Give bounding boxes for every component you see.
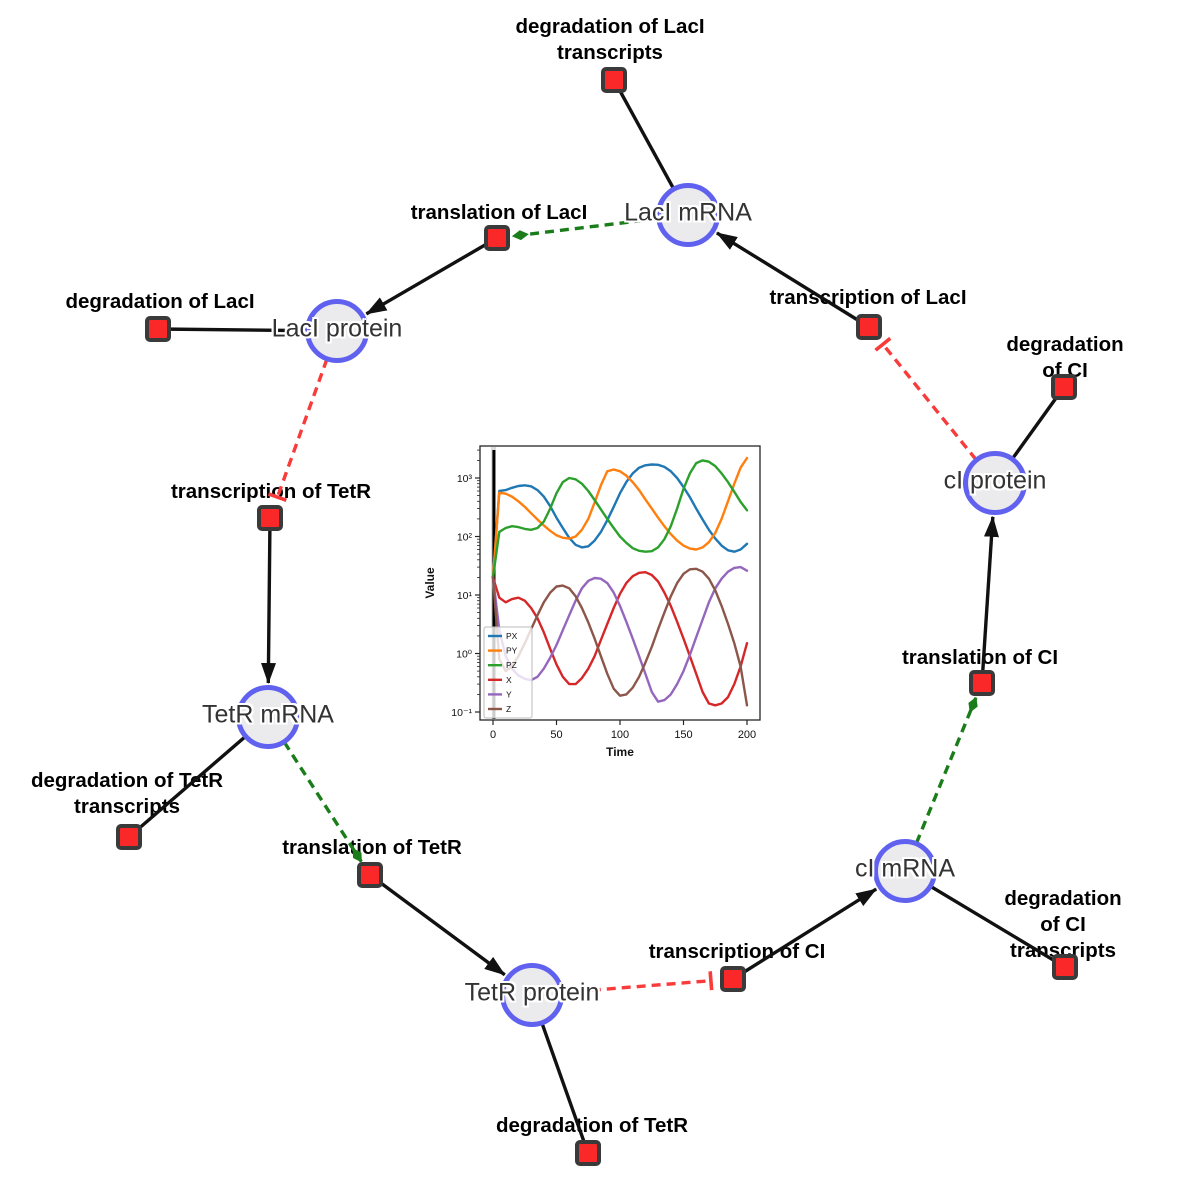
species-label-tetr-mrna: TetR mRNA [202,700,334,729]
reaction-label-degradation-of-laci-transcripts: degradation of LacI transcripts [515,15,705,64]
edge-laci_mrna-to-transl_laci-modifier [511,216,659,241]
species-node-laci-protein[interactable] [305,299,369,363]
x-axis-title: Time [606,745,634,759]
reaction-node-translation-of-tetr[interactable] [357,862,383,888]
x-tick-label: 100 [611,729,629,741]
edge-tetr_prot-to-transc_ci-inhibition [561,971,714,995]
reaction-label-translation-of-ci: translation of CI [901,646,1059,669]
reaction-node-transcription-of-tetr[interactable] [257,505,283,531]
reaction-label-transcription-of-ci: transcription of CI [648,940,826,963]
series-line-y [491,565,749,703]
legend-entry-px: PX [506,631,518,641]
reaction-node-transcription-of-laci[interactable] [856,314,882,340]
edge-ci_mrna-to-transl_ci-modifier [914,696,978,844]
y-tick-label: 10⁻¹ [451,707,472,719]
y-tick-label: 10¹ [457,590,473,602]
edge-transl_tetr-to-tetr_prot-production [368,873,506,977]
edge-transc_tetr-to-tetr_mrna-production [261,517,277,684]
edge-transc_laci-to-laci_mrna-production [716,231,870,329]
chart-legend: PX PY PZ XYZ [483,626,533,719]
x-tick-label: 0 [490,729,496,741]
reaction-label-degradation-of-tetr: degradation of TetR [495,1114,689,1137]
reaction-node-degradation-of-ci-transcripts[interactable] [1052,954,1078,980]
inset-plot: 0 50 100 150 200 10⁻¹ 10⁰ 10¹ 10² 10³ Time Value PX P… [420,428,780,773]
reaction-node-degradation-of-ci[interactable] [1051,374,1077,400]
inset-plot-svg: 0 50 100 150 20010⁻¹10⁰10¹10²10³TimeValuePXP… [423,445,761,759]
edge-ci_prot-to-transc_laci-inhibition [874,336,978,461]
edge-tetr_mrna-to-transl_tetr-modifier [282,741,363,863]
reaction-node-transcription-of-ci[interactable] [720,966,746,992]
y-tick-label: 10² [457,532,473,544]
reaction-label-transcription-of-tetr: transcription of TetR [170,480,372,503]
legend-entry-x: X [506,675,512,685]
species-node-tetr-mrna[interactable] [236,685,300,749]
series-line-py [491,456,749,579]
reaction-label-translation-of-laci: translation of LacI [410,201,588,224]
legend-entry-pz: PZ [506,660,517,670]
reaction-label-degradation-of-laci: degradation of LacI [65,290,255,313]
reaction-node-degradation-of-tetr-transcripts[interactable] [116,824,142,850]
chart-series [491,456,749,707]
y-axis-title: Value [423,567,437,599]
species-node-ci-protein[interactable] [963,451,1027,515]
species-node-tetr-protein[interactable] [500,963,564,1027]
series-line-pz [491,459,749,579]
species-label-ci-protein: cI protein [943,466,1047,495]
legend-entry-py: PY [506,646,518,656]
edge-laci_prot-to-transc_tetr-inhibition [267,358,329,503]
series-line-z [491,567,749,707]
series-line-x [491,570,749,707]
y-tick-label: 10⁰ [456,649,473,661]
legend-entry-y: Y [506,689,512,699]
reaction-label-transcription-of-laci: transcription of LacI [769,286,967,309]
reaction-node-translation-of-laci[interactable] [484,225,510,251]
x-tick-label: 150 [674,729,692,741]
species-label-tetr-protein: TetR protein [464,978,600,1007]
reaction-label-degradation-of-ci-transcripts: degradation of CI transcripts [1004,887,1122,962]
reaction-node-degradation-of-laci-transcripts[interactable] [601,67,627,93]
edge-transl_ci-to-ci_prot-production [980,515,999,684]
legend-entry-z: Z [506,704,511,714]
reaction-node-degradation-of-laci[interactable] [145,316,171,342]
species-node-ci-mrna[interactable] [873,839,937,903]
reaction-node-translation-of-ci[interactable] [969,670,995,696]
x-tick-label: 50 [550,729,562,741]
species-label-ci-mrna: cI mRNA [855,854,955,883]
edge-transc_ci-to-ci_mrna-production [732,887,878,981]
series-line-px [491,463,749,579]
y-tick-label: 10³ [457,473,473,485]
species-node-laci-mrna[interactable] [656,183,720,247]
x-tick-label: 200 [738,729,756,741]
edge-transl_laci-to-laci_prot-production [365,236,498,316]
species-label-laci-mrna: LacI mRNA [624,198,752,227]
reaction-node-degradation-of-tetr[interactable] [575,1140,601,1166]
species-label-laci-protein: LacI protein [271,314,403,343]
